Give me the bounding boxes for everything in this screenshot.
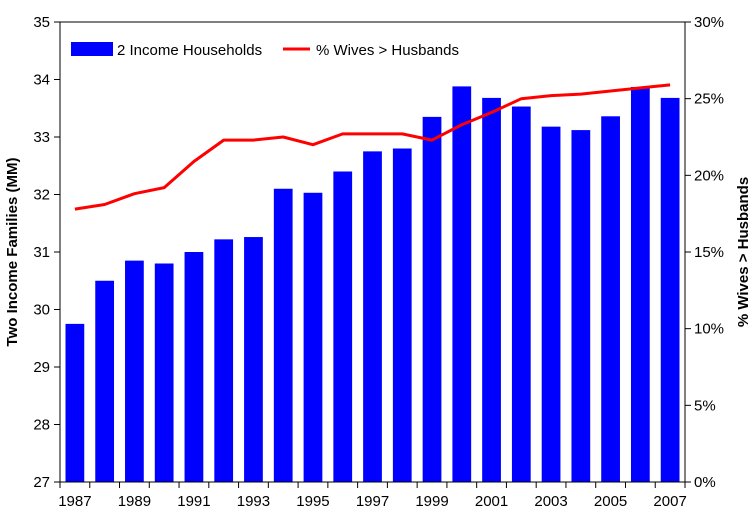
y-tick-label-left: 27	[33, 474, 50, 491]
x-tick-label: 1989	[118, 493, 151, 510]
bar-1995	[303, 192, 323, 482]
bar-2000	[452, 86, 472, 483]
y-axis-title-left: Two Income Families (MM)	[4, 158, 21, 347]
y-tick-label-right: 10%	[694, 321, 724, 338]
line-series-wives-earn-more	[74, 83, 671, 211]
x-tick-label: 2007	[653, 493, 686, 510]
plot-area	[59, 21, 686, 483]
x-tick-label: 1997	[356, 493, 389, 510]
bar-1987	[65, 323, 85, 482]
x-tick-label: 1995	[296, 493, 329, 510]
y-tick-label-left: 29	[33, 359, 50, 376]
y-tick-label-left: 35	[33, 14, 50, 31]
bar-1990	[154, 263, 174, 482]
y-tick-label-left: 30	[33, 302, 50, 319]
legend: 2 Income Households % Wives > Husbands	[71, 42, 459, 59]
bar-1989	[125, 260, 144, 482]
bar-2007	[660, 97, 680, 483]
x-tick-label: 1999	[415, 493, 448, 510]
bar-series	[65, 86, 680, 483]
bar-1996	[333, 171, 353, 482]
y-axis-left: 27 28 29 30 31 32 33 34 35	[33, 14, 61, 491]
y-tick-label-right: 0%	[694, 474, 716, 491]
x-tick-label: 2005	[594, 493, 627, 510]
bar-1992	[214, 239, 234, 482]
x-axis: 1987 1989 1991 1993 1995 1997 1999 2001 2003 2005…	[58, 481, 687, 510]
bar-2005	[601, 116, 620, 483]
x-tick-label: 1993	[237, 493, 270, 510]
y-tick-label-left: 31	[33, 244, 50, 261]
bar-1998	[392, 148, 412, 482]
bar-2002	[511, 106, 531, 483]
bar-2001	[482, 97, 501, 483]
x-tick-label: 1991	[177, 493, 210, 510]
y-tick-label-right: 5%	[694, 397, 716, 414]
bar-1991	[184, 252, 204, 482]
x-tick-label: 2001	[475, 493, 508, 510]
legend-label-bar: 2 Income Households	[117, 42, 262, 59]
bar-2003	[541, 126, 561, 483]
y-tick-label-left: 28	[33, 417, 50, 434]
x-tick-label: 1987	[58, 493, 91, 510]
y-axis-title-right: % Wives > Husbands	[735, 177, 752, 327]
bar-1988	[95, 280, 115, 482]
y-tick-label-right: 25%	[694, 91, 724, 108]
bar-1999	[422, 116, 442, 482]
y-tick-label-left: 32	[33, 187, 50, 204]
legend-label-line: % Wives > Husbands	[316, 42, 459, 59]
legend-swatch-bar	[71, 42, 113, 56]
y-tick-label-right: 30%	[694, 14, 724, 31]
y-tick-label-left: 33	[33, 129, 50, 146]
y-tick-label-right: 15%	[694, 244, 724, 261]
y-tick-label-right: 20%	[694, 167, 724, 184]
bar-2004	[571, 130, 591, 482]
x-tick-label: 2003	[534, 493, 567, 510]
bar-1993	[244, 237, 263, 482]
bar-1997	[363, 151, 382, 482]
y-axis-right: 0% 5% 10% 15% 20% 25% 30%	[684, 14, 724, 491]
bar-2006	[630, 86, 650, 482]
bar-1994	[273, 188, 293, 482]
y-tick-label-left: 34	[33, 72, 50, 89]
